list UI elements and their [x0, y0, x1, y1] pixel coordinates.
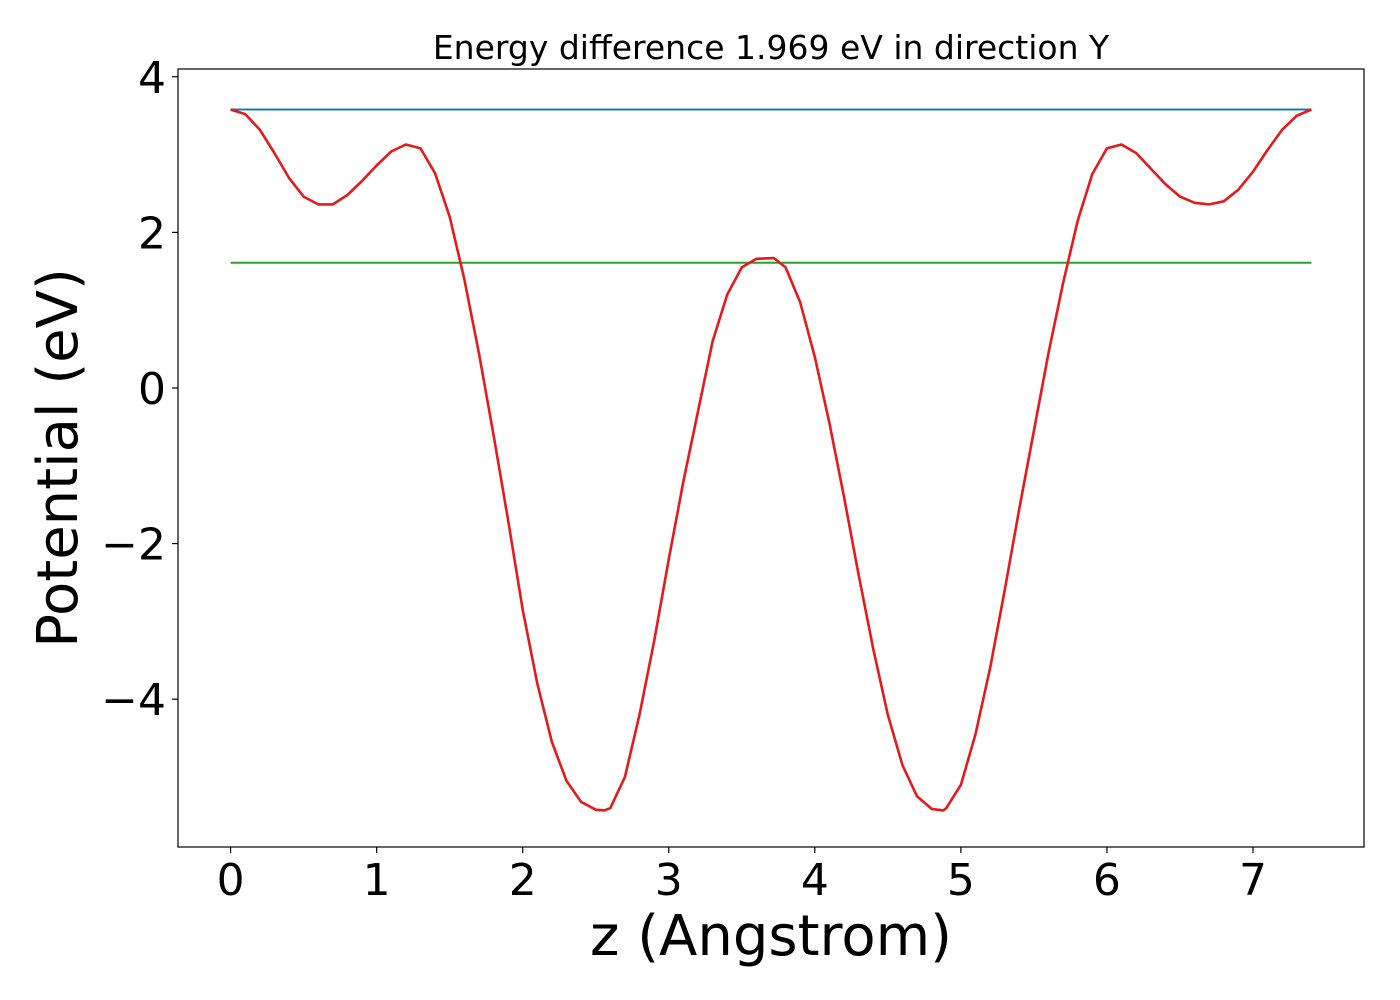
y-tick-label: −2 [101, 520, 166, 571]
x-tick-label: 7 [1239, 855, 1267, 906]
x-tick-label: 1 [363, 855, 391, 906]
series-line-3 [230, 108, 1312, 812]
y-axis-label: Potential (eV) [26, 268, 91, 648]
y-axis-ticks: −4 −2 0 2 4 [101, 53, 178, 726]
series-layer [230, 108, 1312, 812]
y-tick-label: 2 [138, 208, 166, 259]
y-tick-label: 0 [138, 364, 166, 415]
plot-frame [177, 68, 1365, 848]
y-tick-label: 4 [138, 53, 166, 104]
plot-background [178, 69, 1364, 847]
y-tick-label: −4 [101, 675, 166, 726]
x-tick-label: 5 [947, 855, 975, 906]
chart-title: Energy difference 1.969 eV in direction … [433, 28, 1110, 67]
x-axis-ticks: 0 1 2 3 4 5 6 7 [217, 847, 1267, 906]
x-tick-label: 2 [509, 855, 537, 906]
x-tick-label: 6 [1093, 855, 1121, 906]
x-tick-label: 3 [655, 855, 683, 906]
x-tick-label: 0 [217, 855, 245, 906]
x-axis-label: z (Angstrom) [590, 904, 952, 969]
x-tick-label: 4 [801, 855, 829, 906]
